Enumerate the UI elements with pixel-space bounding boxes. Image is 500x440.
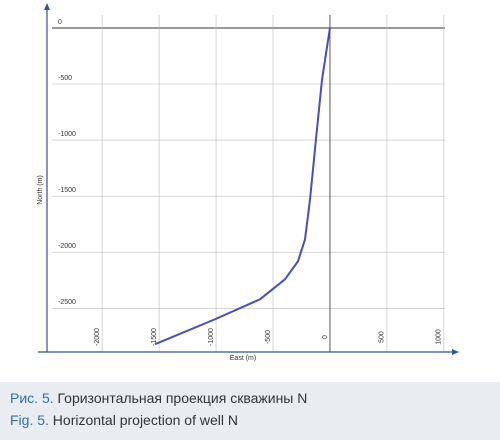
caption-ru: Рис. 5. Горизонтальная проекция скважины… [10, 390, 307, 406]
x-tick-label: 1000 [436, 329, 443, 345]
x-tick-label: -2000 [94, 328, 101, 346]
caption-en: Fig. 5. Horizontal projection of well N [10, 412, 238, 428]
x-tick-label: -500 [265, 330, 272, 344]
x-axis-label: East (m) [230, 355, 256, 362]
x-tick-label: -1500 [151, 328, 158, 346]
y-tick-label: 0 [58, 19, 62, 26]
x-tick-label: -1000 [208, 328, 215, 346]
caption-text: Горизонтальная проекция скважины N [57, 390, 308, 406]
x-tick-label: 500 [379, 331, 386, 343]
caption-text: Horizontal projection of well N [52, 412, 238, 428]
chart: East (m) North (m) 0 -500 -1000 -1500 -2000 -… [37, 3, 459, 362]
y-axis-label: North (m) [37, 175, 44, 205]
caption: Рис. 5. Горизонтальная проекция скважины… [0, 382, 500, 440]
y-tick-label: -2500 [58, 299, 76, 306]
x-axis-arrow [452, 349, 459, 355]
caption-label: Рис. 5. [10, 390, 54, 406]
y-tick-label: -1000 [58, 131, 76, 138]
y-tick-label: -2000 [58, 243, 76, 250]
caption-label: Fig. 5. [10, 412, 49, 428]
y-tick-label: -500 [58, 75, 72, 82]
well-path [154, 27, 331, 346]
y-axis-arrow [44, 3, 50, 10]
x-tick-label: 0 [322, 335, 329, 339]
y-tick-label: -1500 [58, 187, 76, 194]
